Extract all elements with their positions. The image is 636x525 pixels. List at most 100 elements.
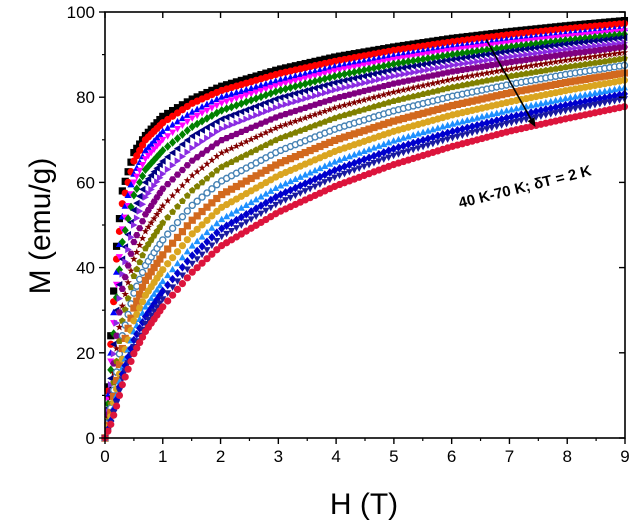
- data-point: [257, 87, 265, 95]
- data-point: [400, 70, 408, 78]
- data-point: [444, 136, 452, 143]
- data-point: [267, 187, 275, 194]
- data-point: [586, 48, 594, 55]
- data-point: [316, 83, 323, 91]
- data-point: [159, 296, 167, 303]
- data-point: [380, 74, 388, 82]
- data-point: [517, 117, 525, 125]
- data-point: [331, 158, 339, 165]
- data-point: [252, 172, 260, 180]
- data-point: [227, 218, 236, 228]
- data-point: [380, 90, 388, 98]
- data-point: [404, 84, 413, 93]
- data-point: [178, 213, 187, 221]
- data-point: [258, 109, 265, 117]
- data-point: [424, 142, 432, 149]
- data-point: [385, 146, 393, 155]
- data-point: [198, 193, 206, 201]
- data-point: [449, 61, 457, 69]
- data-point: [384, 89, 393, 97]
- data-point: [556, 57, 565, 65]
- data-point: [301, 113, 309, 122]
- data-point: [112, 376, 121, 385]
- data-point: [458, 54, 466, 62]
- data-point: [218, 215, 226, 223]
- data-point: [272, 136, 280, 144]
- data-point: [178, 181, 187, 189]
- data-point: [164, 280, 172, 290]
- data-point: [581, 38, 589, 46]
- data-point: [556, 95, 565, 103]
- data-point: [389, 88, 398, 96]
- data-point: [316, 120, 324, 127]
- data-point: [130, 304, 138, 312]
- data-point: [223, 230, 231, 238]
- data-point: [296, 190, 304, 197]
- data-point: [532, 55, 540, 62]
- data-point: [121, 226, 129, 235]
- data-point: [478, 127, 486, 134]
- data-point: [144, 308, 152, 317]
- data-point: [350, 167, 358, 174]
- data-point: [360, 163, 368, 171]
- data-point: [439, 130, 447, 139]
- data-point: [203, 147, 211, 154]
- data-point: [312, 92, 319, 100]
- data-point: [141, 276, 150, 284]
- data-point: [291, 89, 299, 97]
- data-point: [136, 225, 144, 232]
- data-point: [248, 113, 255, 121]
- data-point: [118, 301, 127, 310]
- data-point: [335, 52, 344, 60]
- data-point: [169, 161, 177, 169]
- data-point: [321, 81, 328, 89]
- y-tick-label: 80: [76, 88, 95, 107]
- data-point: [133, 265, 141, 273]
- data-point: [183, 274, 191, 282]
- data-point: [306, 78, 314, 87]
- data-point: [238, 117, 245, 125]
- data-point: [133, 344, 141, 352]
- data-point: [448, 134, 457, 142]
- data-point: [247, 91, 255, 98]
- data-point: [512, 58, 520, 65]
- data-point: [463, 131, 471, 138]
- data-point: [183, 247, 191, 255]
- data-point: [188, 186, 196, 194]
- data-point: [286, 118, 295, 127]
- data-point: [296, 181, 304, 191]
- data-point: [473, 70, 481, 79]
- data-point: [345, 131, 353, 140]
- data-point: [227, 228, 236, 235]
- data-point: [203, 247, 211, 254]
- data-point: [325, 105, 334, 113]
- data-point: [326, 80, 333, 88]
- data-point: [321, 55, 329, 63]
- data-point: [262, 166, 270, 175]
- data-point: [144, 152, 152, 160]
- data-point: [203, 160, 211, 168]
- data-point: [317, 90, 324, 98]
- data-point: [302, 95, 309, 103]
- data-point: [138, 283, 147, 291]
- data-point: [340, 76, 348, 85]
- data-point: [213, 180, 221, 189]
- data-point: [365, 125, 373, 133]
- data-point: [262, 190, 270, 197]
- data-point: [459, 60, 466, 68]
- data-point: [488, 117, 496, 126]
- data-point: [159, 219, 167, 226]
- data-point: [571, 39, 579, 47]
- data-point: [193, 212, 201, 220]
- data-point: [203, 237, 211, 247]
- data-point: [444, 128, 452, 138]
- data-point: [121, 306, 129, 313]
- data-point: [188, 132, 196, 140]
- data-point: [136, 258, 144, 266]
- data-point: [159, 201, 167, 210]
- data-point: [218, 233, 226, 241]
- data-point: [164, 153, 171, 161]
- data-point: [316, 56, 324, 64]
- data-point: [242, 219, 250, 226]
- data-point: [121, 361, 129, 370]
